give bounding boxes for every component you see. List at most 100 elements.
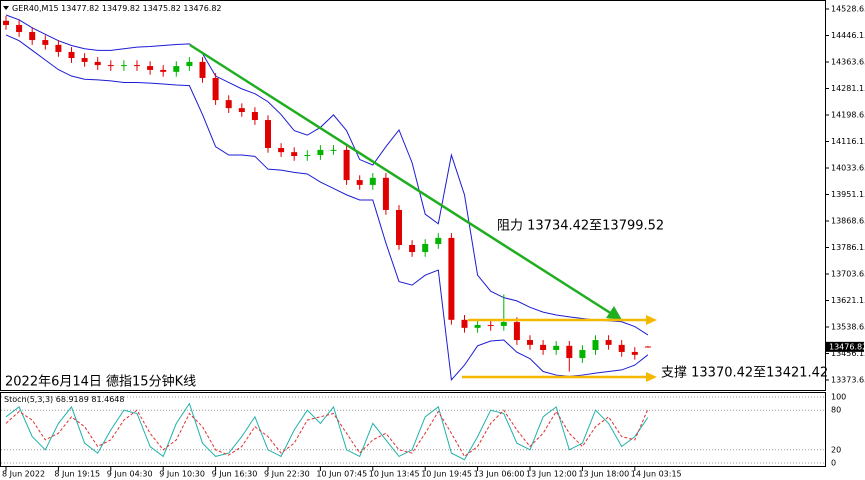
candle-body [343, 149, 350, 181]
y-tick-label: 14116.15 [831, 137, 865, 146]
resistance-note: 阻力 13734.42至13799.52 [497, 219, 664, 234]
stoch-frame [0, 392, 826, 467]
x-tick-label: 9 Jun 16:30 [212, 470, 258, 479]
price-label: 13476.82 [829, 342, 865, 351]
candle-body [68, 51, 75, 59]
candle-body [3, 20, 9, 25]
candle-body [605, 340, 612, 345]
x-tick-label: 13 Jun 12:00 [526, 470, 577, 479]
x-tick-label: 9 Jun 22:30 [264, 470, 310, 479]
x-tick-label: 10 Jun 19:45 [421, 470, 472, 479]
candle-body [527, 340, 533, 345]
candle-body [618, 344, 625, 352]
candle-body [55, 44, 62, 52]
trend-line [189, 43, 613, 316]
candle-body [304, 155, 311, 157]
resistance-arrow [646, 315, 657, 325]
stoch-main: 68.9189 [56, 395, 89, 404]
candle-body [396, 209, 402, 245]
menu-triangle [3, 6, 9, 10]
candle-body [199, 61, 206, 78]
stoch-line [5, 409, 649, 458]
candle-body [369, 177, 376, 185]
candle-body [330, 149, 337, 151]
candle-body [540, 344, 547, 351]
x-tick-label: 8 Jun 19:15 [54, 470, 100, 479]
y-tick-label: 13786.15 [831, 243, 865, 252]
y-tick-label: 13703.65 [831, 269, 865, 278]
y-tick-label: 13621.15 [831, 296, 865, 305]
candle-body [238, 108, 245, 113]
candle-body [435, 237, 442, 245]
candle-body [317, 149, 324, 156]
support-arrow [646, 372, 657, 382]
y-tick-label: 13951.15 [831, 190, 865, 199]
candle-body [291, 152, 298, 157]
candle-body [186, 61, 193, 67]
candle-body [147, 66, 154, 70]
y-tick-label: 13538.65 [831, 322, 865, 331]
candle-body [160, 69, 167, 72]
candle-body [382, 177, 389, 210]
candle-body [16, 24, 23, 33]
y-tick-label: 14446.15 [831, 31, 865, 40]
x-tick-label: 10 Jun 07:45 [316, 470, 367, 479]
stoch-header: Stoch(5,3,3) 68.9189 81.4648 [4, 395, 124, 404]
band-lower [5, 34, 649, 382]
y-tick-label: 14281.15 [831, 84, 865, 93]
y-tick-label: 14363.65 [831, 58, 865, 67]
x-tick-label: 9 Jun 04:30 [107, 470, 153, 479]
candle-body [173, 66, 180, 72]
x-tick-label: 13 Jun 18:00 [578, 470, 629, 479]
candle-body [631, 351, 638, 355]
x-tick-label: 10 Jun 13:45 [369, 470, 420, 479]
candle-body [409, 244, 416, 253]
y-tick-label: 13373.65 [831, 375, 865, 384]
candle-body [461, 319, 468, 328]
last-high: 13479.82 [102, 4, 140, 13]
last-close: 13476.82 [183, 4, 221, 13]
last-open: 13477.82 [61, 4, 99, 13]
y-tick-label: 13456.15 [831, 349, 865, 358]
symbol: GER40,M15 [12, 4, 59, 13]
candle-body [265, 120, 271, 148]
candle-body [251, 112, 258, 121]
candle-body [94, 61, 101, 66]
last-low: 13475.82 [143, 4, 181, 13]
candle-body [212, 77, 219, 101]
support-note: 支撑 13370.42至13421.42 [661, 366, 828, 381]
header: GER40,M15 13477.82 13479.82 13475.82 134… [12, 4, 222, 13]
candle-body [487, 324, 494, 326]
y-tick-label: 20 [831, 445, 841, 454]
candle-body [120, 65, 127, 67]
candle-body [474, 324, 481, 328]
stoch-line [5, 402, 649, 461]
candle-body [448, 237, 455, 320]
y-tick-label: 80 [831, 406, 841, 415]
price-box [826, 341, 864, 352]
candle-body [592, 340, 599, 351]
candle-body [278, 147, 285, 153]
candle-body [500, 322, 507, 326]
candle-body [422, 244, 429, 253]
x-tick-label: 9 Jun 10:30 [159, 470, 205, 479]
x-tick-label: 13 Jun 06:00 [474, 470, 525, 479]
candle-body [579, 350, 586, 359]
y-tick-label: 100 [831, 393, 846, 402]
candle-body [644, 346, 651, 348]
y-tick-label: 14033.65 [831, 164, 865, 173]
x-tick-label: 8 Jun 2022 [2, 470, 45, 479]
candle-body [356, 180, 363, 185]
candle-body [553, 345, 560, 351]
x-tick-label: 14 Jun 03:15 [631, 470, 682, 479]
candle-body [513, 322, 520, 341]
trend-arrow [606, 306, 622, 320]
candle-body [134, 65, 140, 67]
y-tick-label: 14528.65 [831, 5, 865, 14]
candle-body [566, 345, 573, 359]
y-tick-label: 13868.65 [831, 217, 865, 226]
candle-body [81, 58, 88, 62]
y-tick-label: 0 [831, 459, 836, 468]
chart-title: 2022年6月14日 德指15分钟K线 [5, 374, 196, 390]
